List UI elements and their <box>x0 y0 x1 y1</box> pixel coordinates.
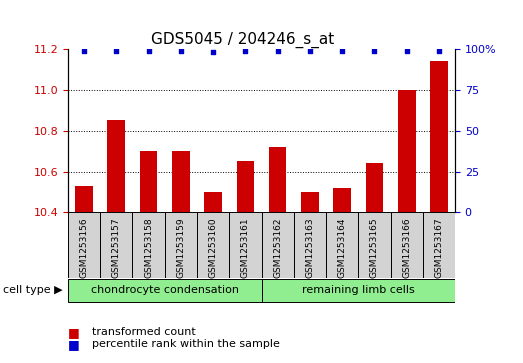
Bar <box>262 279 455 302</box>
Bar <box>197 212 229 278</box>
Text: remaining limb cells: remaining limb cells <box>302 285 415 295</box>
Text: GSM1253166: GSM1253166 <box>402 217 411 278</box>
Text: GSM1253158: GSM1253158 <box>144 217 153 278</box>
Bar <box>100 212 132 278</box>
Point <box>177 48 185 54</box>
Point <box>274 48 282 54</box>
Text: chondrocyte condensation: chondrocyte condensation <box>91 285 238 295</box>
Bar <box>294 212 326 278</box>
Bar <box>333 188 351 212</box>
Point <box>144 48 153 54</box>
Text: GSM1253159: GSM1253159 <box>176 217 185 278</box>
Point <box>370 48 379 54</box>
Text: GSM1253161: GSM1253161 <box>241 217 250 278</box>
Text: GSM1253162: GSM1253162 <box>273 217 282 278</box>
Text: ■: ■ <box>68 326 79 339</box>
Point <box>209 49 218 55</box>
Bar <box>172 151 190 212</box>
Bar <box>75 186 93 212</box>
Text: percentile rank within the sample: percentile rank within the sample <box>92 339 279 349</box>
Bar <box>398 90 415 212</box>
Bar <box>132 212 165 278</box>
Bar <box>165 212 197 278</box>
Bar <box>301 192 319 212</box>
Point <box>305 48 314 54</box>
Bar <box>423 212 455 278</box>
Point <box>241 48 249 54</box>
Text: GSM1253167: GSM1253167 <box>435 217 444 278</box>
Bar <box>236 161 254 212</box>
Text: ■: ■ <box>68 338 79 351</box>
Text: GSM1253157: GSM1253157 <box>112 217 121 278</box>
Text: GSM1253164: GSM1253164 <box>338 217 347 278</box>
Bar <box>391 212 423 278</box>
Point <box>403 48 411 54</box>
Bar <box>366 163 383 212</box>
Title: GDS5045 / 204246_s_at: GDS5045 / 204246_s_at <box>151 32 334 48</box>
Bar <box>269 147 287 212</box>
Bar <box>229 212 262 278</box>
Text: GSM1253156: GSM1253156 <box>79 217 88 278</box>
Bar <box>68 212 100 278</box>
Bar <box>140 151 157 212</box>
Bar <box>262 212 294 278</box>
Bar <box>204 192 222 212</box>
Text: GSM1253163: GSM1253163 <box>305 217 314 278</box>
Bar <box>68 279 262 302</box>
Bar <box>430 61 448 212</box>
Point <box>338 48 346 54</box>
Text: GSM1253160: GSM1253160 <box>209 217 218 278</box>
Text: cell type ▶: cell type ▶ <box>3 285 63 295</box>
Point <box>435 48 443 54</box>
Point <box>80 48 88 54</box>
Bar <box>326 212 358 278</box>
Point <box>112 48 120 54</box>
Bar <box>358 212 391 278</box>
Text: GSM1253165: GSM1253165 <box>370 217 379 278</box>
Bar <box>108 121 125 212</box>
Text: transformed count: transformed count <box>92 327 195 337</box>
